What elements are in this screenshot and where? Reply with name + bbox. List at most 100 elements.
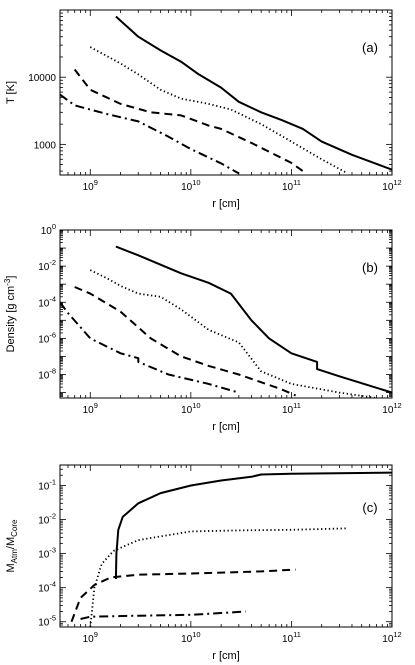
x-tick-exp: 11 (293, 178, 301, 187)
x-tick-exp: 9 (94, 178, 98, 187)
series-dashdot-line (80, 610, 246, 620)
y-tick-base: 10 (38, 298, 50, 309)
y-tick-label: 10-6 (38, 330, 56, 345)
y-tick-exp: -8 (49, 367, 56, 376)
series-dashdot-line (60, 301, 240, 394)
y-tick-label: 10-1 (38, 478, 56, 493)
y-axis-label-text: T [K] (5, 81, 17, 104)
y-tick-text: 1000 (34, 140, 57, 151)
y-tick-label: 10-2 (38, 258, 56, 273)
x-tick-label: 1012 (382, 401, 401, 416)
y-axis-label-sub2: Core (10, 519, 19, 537)
x-tick-base: 10 (83, 182, 95, 193)
y-tick-label: 10-2 (38, 512, 56, 527)
y-tick-text: 10000 (28, 73, 56, 84)
x-tick-base: 10 (382, 634, 394, 645)
x-tick-label: 1011 (282, 178, 301, 193)
y-tick-base: 10 (38, 584, 50, 595)
x-tick-exp: 12 (393, 630, 401, 639)
y-tick-label: 10000 (28, 73, 56, 84)
x-tick-base: 10 (282, 405, 294, 416)
x-tick-exp: 10 (192, 178, 200, 187)
x-tick-exp: 10 (192, 630, 200, 639)
series-dashdot-line (60, 93, 240, 175)
x-tick-base: 10 (83, 634, 95, 645)
y-tick-label: 100 (41, 222, 56, 237)
panel-label: (c) (362, 500, 377, 515)
y-tick-exp: -6 (49, 330, 56, 339)
x-tick-base: 10 (382, 405, 394, 416)
x-tick-base: 10 (181, 634, 193, 645)
y-tick-label: 10-4 (38, 580, 56, 595)
plot-frame (59, 9, 393, 176)
x-tick-base: 10 (282, 634, 294, 645)
y-tick-exp: -4 (49, 294, 56, 303)
x-tick-label: 1012 (382, 178, 401, 193)
y-tick-exp: -2 (49, 512, 56, 521)
x-tick-exp: 11 (293, 401, 301, 410)
x-tick-label: 1012 (382, 630, 401, 645)
y-tick-label: 10-3 (38, 546, 56, 561)
y-tick-base: 10 (38, 334, 50, 345)
y-tick-exp: -2 (49, 258, 56, 267)
series-solid-line (115, 245, 392, 394)
y-tick-exp: -5 (49, 614, 56, 623)
x-tick-label: 109 (83, 178, 98, 193)
y-tick-base: 10 (38, 482, 50, 493)
series-dotted-line (89, 269, 377, 398)
x-tick-base: 10 (282, 182, 294, 193)
x-tick-label: 1011 (282, 630, 301, 645)
y-tick-label: 1000 (34, 140, 57, 151)
x-tick-base: 10 (83, 405, 95, 416)
y-tick-base: 10 (41, 226, 53, 237)
x-tick-exp: 9 (94, 630, 98, 639)
y-tick-base: 10 (38, 371, 50, 382)
y-axis-label-m: M (5, 563, 17, 572)
y-axis-label: Density [g cm-3] (3, 276, 17, 353)
panel-label: (a) (362, 40, 378, 55)
plot-frame (59, 229, 393, 399)
y-tick-base: 10 (38, 516, 50, 527)
y-axis-label-base: Density [g cm (5, 286, 17, 353)
x-tick-label: 1010 (181, 630, 200, 645)
y-tick-label: 10-4 (38, 294, 56, 309)
x-tick-exp: 12 (393, 401, 401, 410)
y-tick-label: 10-8 (38, 367, 56, 382)
x-tick-exp: 12 (393, 178, 401, 187)
series-solid-line (114, 471, 392, 580)
x-axis-label: r [cm] (212, 650, 240, 662)
x-tick-label: 1010 (181, 178, 200, 193)
y-axis-label-sep: /M (5, 537, 17, 549)
x-axis-label: r [cm] (212, 421, 240, 433)
x-tick-base: 10 (382, 182, 394, 193)
y-tick-exp: -3 (49, 546, 56, 555)
y-tick-base: 10 (38, 618, 50, 629)
y-axis-label-sup: -3 (3, 278, 12, 286)
series-dashed-line (73, 68, 304, 172)
x-tick-exp: 9 (94, 401, 98, 410)
y-tick-base: 10 (38, 262, 50, 273)
y-axis-label: T [K] (5, 81, 17, 104)
y-tick-exp: -4 (49, 580, 56, 589)
series-dashed-line (70, 568, 296, 623)
series-dashed-line (74, 286, 296, 397)
x-tick-exp: 10 (192, 401, 200, 410)
plot-frame (59, 464, 393, 628)
y-axis-label-sub1: Atm (10, 549, 19, 564)
y-axis-label-tail: ] (5, 276, 17, 279)
panel-label: (b) (362, 260, 378, 275)
x-tick-base: 10 (181, 182, 193, 193)
x-tick-base: 10 (181, 405, 193, 416)
x-tick-label: 1011 (282, 401, 301, 416)
series-solid-line (115, 15, 392, 171)
y-tick-exp: -1 (49, 478, 56, 487)
x-axis-label: r [cm] (212, 198, 240, 210)
x-tick-exp: 11 (293, 630, 301, 639)
x-tick-label: 109 (83, 401, 98, 416)
y-tick-base: 10 (38, 550, 50, 561)
y-axis-label: MAtm/MCore (5, 519, 19, 573)
